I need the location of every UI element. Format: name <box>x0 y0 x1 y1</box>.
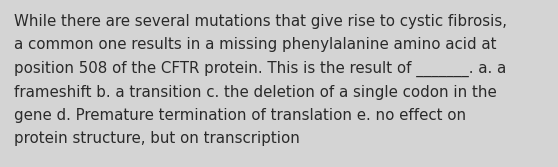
Text: position 508 of the CFTR protein. This is the result of _______. a. a: position 508 of the CFTR protein. This i… <box>14 61 506 77</box>
Text: gene d. Premature termination of translation e. no effect on: gene d. Premature termination of transla… <box>14 108 466 123</box>
Text: protein structure, but on transcription: protein structure, but on transcription <box>14 131 300 146</box>
Text: While there are several mutations that give rise to cystic fibrosis,: While there are several mutations that g… <box>14 14 507 29</box>
Text: frameshift b. a transition c. the deletion of a single codon in the: frameshift b. a transition c. the deleti… <box>14 85 497 100</box>
Text: a common one results in a missing phenylalanine amino acid at: a common one results in a missing phenyl… <box>14 38 497 52</box>
